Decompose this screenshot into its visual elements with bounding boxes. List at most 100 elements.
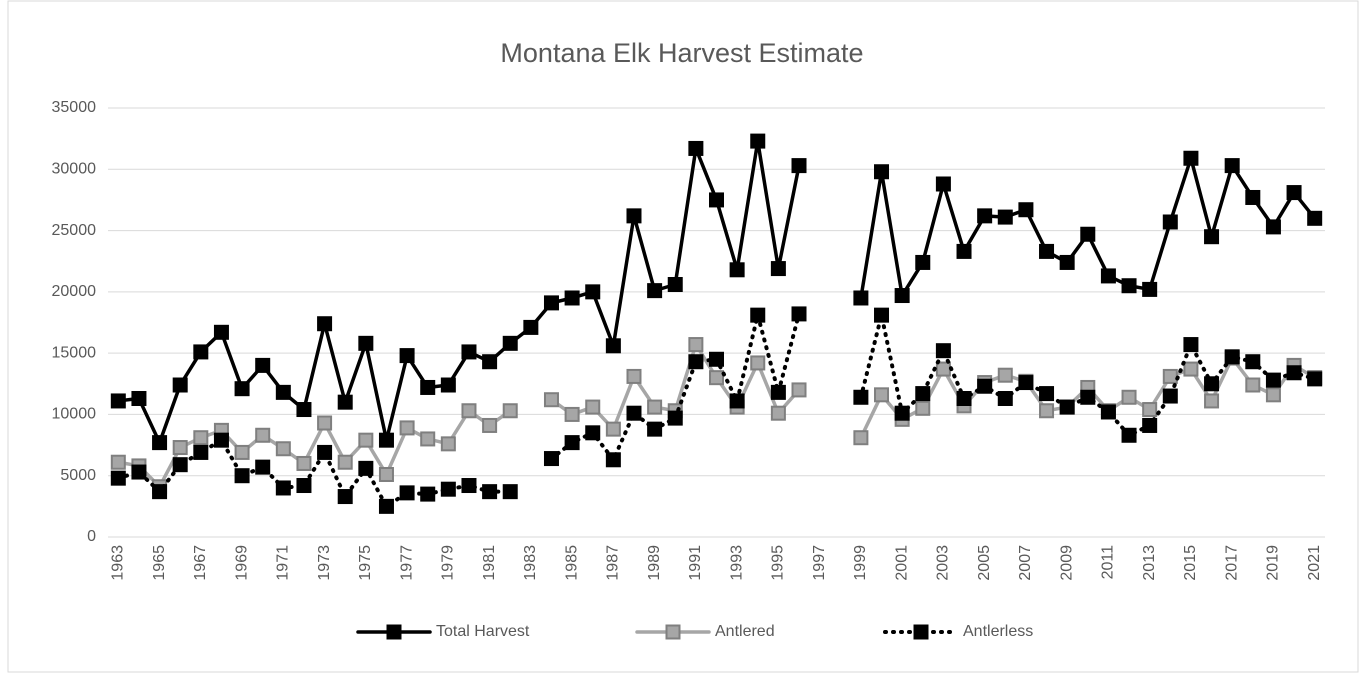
marker <box>1162 214 1178 230</box>
marker <box>234 468 250 484</box>
marker <box>1121 278 1137 294</box>
x-tick-label: 2003 <box>935 545 952 581</box>
marker <box>1245 377 1261 393</box>
x-tick-label: 2005 <box>976 545 993 581</box>
marker <box>213 432 229 448</box>
marker <box>172 377 188 393</box>
marker <box>791 158 807 174</box>
marker <box>255 459 271 475</box>
marker <box>1204 393 1220 409</box>
legend-label: Antlerless <box>963 623 1033 640</box>
marker <box>110 393 126 409</box>
marker <box>997 367 1013 383</box>
legend-marker <box>386 624 402 640</box>
marker <box>956 243 972 259</box>
marker <box>1265 387 1281 403</box>
marker <box>1039 243 1055 259</box>
marker <box>234 381 250 397</box>
marker <box>853 389 869 405</box>
marker <box>152 484 168 500</box>
marker <box>1204 376 1220 392</box>
marker <box>729 393 745 409</box>
marker <box>275 480 291 496</box>
marker <box>358 335 374 351</box>
y-tick-label: 10000 <box>52 406 97 423</box>
marker <box>750 355 766 371</box>
marker <box>275 441 291 457</box>
series-line <box>116 139 801 445</box>
marker <box>440 377 456 393</box>
marker <box>420 431 436 447</box>
marker <box>977 378 993 394</box>
marker <box>420 486 436 502</box>
marker <box>275 384 291 400</box>
marker <box>399 348 415 364</box>
marker <box>667 277 683 293</box>
marker <box>709 351 724 367</box>
marker <box>647 399 663 415</box>
marker <box>110 454 126 470</box>
chart-title: Montana Elk Harvest Estimate <box>500 38 863 68</box>
y-tick-label: 20000 <box>52 283 97 300</box>
marker <box>317 415 333 431</box>
marker <box>1039 403 1055 419</box>
marker <box>213 324 229 340</box>
x-tick-label: 1991 <box>687 545 704 581</box>
x-tick-label: 1983 <box>522 545 539 581</box>
marker <box>605 338 621 354</box>
marker <box>502 403 518 419</box>
y-tick-label: 25000 <box>52 222 97 239</box>
marker <box>358 432 374 448</box>
marker <box>1121 389 1137 405</box>
marker <box>894 405 910 421</box>
marker <box>461 403 477 419</box>
marker <box>1204 229 1220 245</box>
marker <box>791 382 807 398</box>
legend-label: Antlered <box>715 623 775 640</box>
marker <box>110 470 126 486</box>
marker <box>172 440 188 456</box>
marker <box>605 452 621 468</box>
marker <box>585 399 601 415</box>
x-tick-label: 1969 <box>233 545 250 581</box>
marker <box>1265 219 1281 235</box>
marker <box>853 290 869 306</box>
marker <box>874 164 890 180</box>
marker <box>1142 402 1158 418</box>
y-tick-label: 0 <box>87 528 96 545</box>
marker <box>461 344 477 360</box>
x-tick-label: 1987 <box>605 545 622 581</box>
marker <box>1018 375 1034 391</box>
marker <box>729 262 745 278</box>
legend-label: Total Harvest <box>436 623 530 640</box>
x-tick-label: 1981 <box>481 545 498 581</box>
x-tick-label: 1997 <box>811 545 828 581</box>
x-tick-label: 1965 <box>151 545 168 581</box>
marker <box>564 406 580 422</box>
marker <box>709 192 724 208</box>
marker <box>750 307 766 323</box>
x-tick-label: 1985 <box>563 545 580 581</box>
marker <box>647 421 663 437</box>
marker <box>750 133 766 149</box>
marker <box>502 484 518 500</box>
x-tick-label: 1973 <box>316 545 333 581</box>
marker <box>874 307 890 323</box>
x-tick-label: 1995 <box>770 545 787 581</box>
marker <box>626 208 642 224</box>
marker <box>709 370 724 386</box>
marker <box>915 254 931 270</box>
marker <box>399 485 415 501</box>
x-tick-label: 2009 <box>1058 545 1075 581</box>
marker <box>461 478 477 494</box>
marker <box>1100 404 1116 420</box>
marker <box>688 354 704 370</box>
x-tick-label: 1989 <box>646 545 663 581</box>
marker <box>1245 189 1261 205</box>
marker <box>358 460 374 476</box>
x-tick-label: 1977 <box>398 545 415 581</box>
marker <box>1245 354 1261 370</box>
marker <box>296 455 312 471</box>
marker <box>543 392 559 408</box>
